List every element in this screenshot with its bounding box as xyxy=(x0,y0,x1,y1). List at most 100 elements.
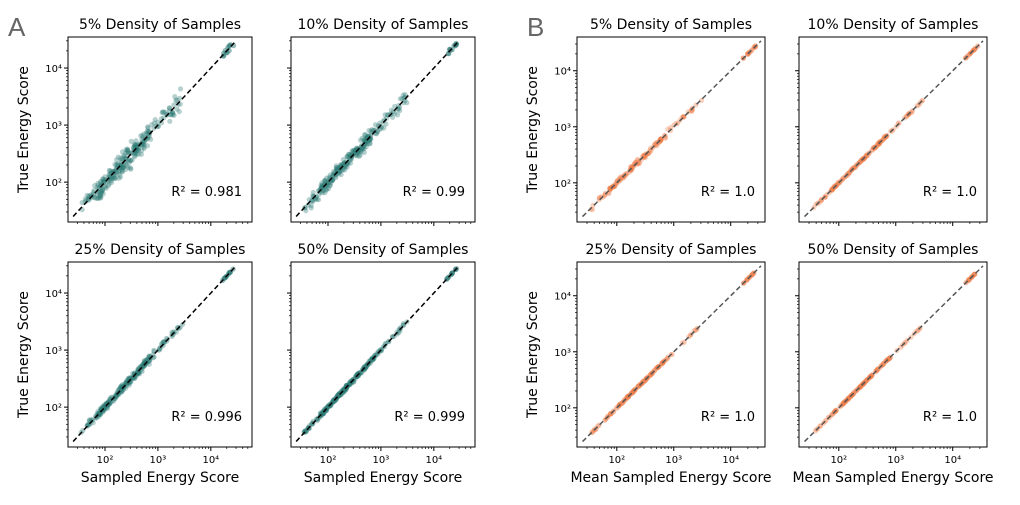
data-point xyxy=(359,146,365,152)
data-point xyxy=(318,182,324,188)
x-axis-label: Sampled Energy Score xyxy=(304,470,463,486)
data-point xyxy=(390,114,396,120)
data-point xyxy=(320,187,326,193)
data-point xyxy=(172,94,178,100)
data-point xyxy=(874,143,881,149)
data-point xyxy=(127,376,133,382)
data-point xyxy=(145,125,151,131)
data-point xyxy=(173,329,179,335)
data-point xyxy=(648,148,654,154)
data-point xyxy=(158,120,165,126)
data-point xyxy=(673,120,679,126)
data-point xyxy=(109,179,115,185)
data-point xyxy=(124,149,131,155)
y-tick-label: 10² xyxy=(45,178,62,189)
data-point xyxy=(84,197,90,203)
panel-label-a: A xyxy=(8,12,26,42)
data-point xyxy=(629,165,636,172)
data-point xyxy=(113,169,119,175)
data-point xyxy=(371,356,377,362)
data-point xyxy=(144,143,151,149)
data-point xyxy=(177,95,183,101)
y-tick-label: 10⁴ xyxy=(45,289,62,300)
data-point xyxy=(143,136,149,142)
data-point xyxy=(126,382,132,388)
data-point xyxy=(169,110,175,116)
data-point xyxy=(101,178,107,184)
data-point xyxy=(126,160,132,166)
data-point xyxy=(369,357,375,363)
data-point xyxy=(309,197,315,204)
data-point xyxy=(344,154,350,160)
data-point xyxy=(141,131,147,137)
data-point xyxy=(334,167,340,173)
data-point xyxy=(354,151,360,157)
data-point xyxy=(125,158,131,164)
data-point xyxy=(110,172,116,178)
data-point xyxy=(141,145,147,151)
data-point xyxy=(367,358,373,364)
data-point xyxy=(358,137,364,143)
data-point xyxy=(131,150,137,156)
data-point xyxy=(139,132,145,139)
data-point xyxy=(95,408,101,415)
data-point xyxy=(121,153,128,159)
data-point xyxy=(322,178,328,184)
data-point xyxy=(125,150,131,156)
data-point xyxy=(155,123,161,129)
data-point xyxy=(125,147,131,153)
r2-annotation: R² = 0.999 xyxy=(394,410,465,425)
data-point xyxy=(355,148,361,154)
data-point xyxy=(119,156,125,162)
data-point xyxy=(319,184,325,190)
data-point xyxy=(148,136,154,142)
data-point xyxy=(102,183,108,189)
data-point xyxy=(327,182,333,188)
data-point xyxy=(310,198,316,204)
data-point xyxy=(366,137,372,143)
data-point xyxy=(114,170,120,176)
data-point xyxy=(110,175,116,181)
data-point xyxy=(306,423,312,429)
data-point xyxy=(124,163,130,169)
data-point xyxy=(318,413,325,419)
data-point xyxy=(105,183,111,189)
data-point xyxy=(338,172,344,178)
data-point xyxy=(638,157,644,163)
data-point xyxy=(135,370,141,376)
data-point xyxy=(369,127,375,133)
data-point xyxy=(344,383,350,389)
data-point xyxy=(135,145,141,151)
x-tick-label: 10⁴ xyxy=(202,455,219,466)
data-point xyxy=(116,175,122,181)
data-point xyxy=(629,164,635,170)
data-point xyxy=(139,363,145,369)
y-tick-label: 10⁴ xyxy=(45,64,62,75)
data-point xyxy=(320,410,326,417)
data-point xyxy=(631,161,638,167)
data-point xyxy=(113,166,119,172)
y-tick-label: 10³ xyxy=(45,346,62,357)
data-point xyxy=(668,125,674,131)
data-point xyxy=(339,163,345,169)
data-point xyxy=(317,414,323,420)
data-point xyxy=(372,127,378,133)
data-point xyxy=(679,114,685,120)
x-axis-label: Mean Sampled Energy Score xyxy=(792,470,993,486)
data-point xyxy=(340,161,347,167)
data-point xyxy=(143,357,149,364)
data-point xyxy=(119,388,125,394)
data-point xyxy=(350,147,356,154)
subplot-7: 25% Density of Samples 10² 10³ 10⁴ 10² 10³ 10⁴… xyxy=(525,242,772,486)
data-point xyxy=(367,141,373,147)
data-point xyxy=(123,161,129,167)
data-point xyxy=(119,169,125,175)
data-point xyxy=(327,178,333,184)
data-point xyxy=(374,128,380,135)
subplot-title: 10% Density of Samples xyxy=(808,17,979,33)
data-point xyxy=(364,363,370,369)
data-point xyxy=(128,158,134,164)
data-point xyxy=(331,168,337,175)
y-tick-label: 10² xyxy=(45,403,62,414)
